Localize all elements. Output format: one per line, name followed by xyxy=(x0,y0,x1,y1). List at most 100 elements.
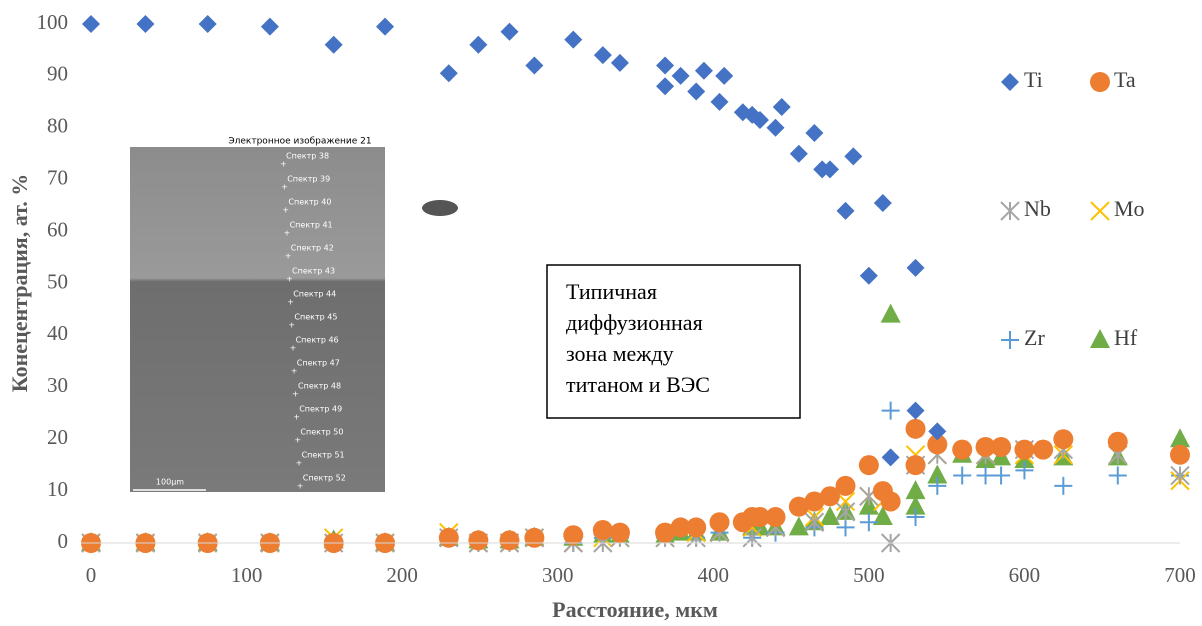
point xyxy=(928,476,947,495)
spectrum-label: Спектр 51 xyxy=(302,451,345,460)
point xyxy=(136,15,155,33)
point xyxy=(324,35,343,54)
y-tick-label: 60 xyxy=(47,217,68,241)
defect xyxy=(422,200,458,216)
spectrum-label: Спектр 52 xyxy=(303,474,346,483)
x-axis-title: Расстояние, мкм xyxy=(552,597,718,622)
spectrum-label: Спектр 45 xyxy=(294,313,337,322)
x-tick-label: 300 xyxy=(542,563,574,587)
y-tick-label: 90 xyxy=(47,62,68,86)
point xyxy=(881,448,900,467)
point xyxy=(766,118,785,137)
point xyxy=(694,61,713,80)
point xyxy=(873,194,892,213)
x-tick-label: 0 xyxy=(86,563,97,587)
spectrum-point: + xyxy=(285,252,292,261)
point xyxy=(952,439,973,460)
scale-label: 100µm xyxy=(156,478,184,487)
spectrum-label: Спектр 42 xyxy=(291,244,334,253)
point xyxy=(906,508,925,527)
legend-marker xyxy=(1090,72,1110,92)
point xyxy=(819,506,840,526)
plot-area xyxy=(81,15,1190,553)
point xyxy=(906,258,925,277)
spectrum-label: Спектр 41 xyxy=(290,221,333,230)
spectrum-label: Спектр 46 xyxy=(296,336,339,345)
point xyxy=(1170,465,1190,486)
x-tick-label: 200 xyxy=(386,563,418,587)
point xyxy=(686,517,707,538)
point xyxy=(872,506,893,526)
point xyxy=(670,517,691,538)
point xyxy=(524,527,545,548)
point xyxy=(992,466,1011,485)
y-tick-label: 40 xyxy=(47,321,68,345)
point xyxy=(858,455,879,476)
point xyxy=(609,522,630,543)
point xyxy=(671,66,690,85)
point xyxy=(835,475,856,496)
point xyxy=(927,464,948,484)
spectrum-label: Спектр 40 xyxy=(288,198,331,207)
legend-marker xyxy=(1090,201,1110,221)
point xyxy=(905,418,926,439)
spectrum-label: Спектр 50 xyxy=(300,428,343,437)
y-tick-label: 80 xyxy=(47,114,68,138)
legend-marker xyxy=(1001,331,1019,349)
inset-image: Электронное изображение 21 100µm Спектр … xyxy=(130,134,458,492)
point xyxy=(905,455,926,476)
point xyxy=(991,436,1012,457)
spectrum-label: Спектр 39 xyxy=(287,175,330,184)
point xyxy=(742,528,762,548)
spectrum-label: Спектр 44 xyxy=(293,290,336,299)
point xyxy=(881,401,900,420)
point xyxy=(804,512,825,532)
y-tick-label: 10 xyxy=(47,477,68,501)
point xyxy=(859,513,878,532)
point xyxy=(592,520,613,541)
point xyxy=(439,64,458,83)
spectrum-point: + xyxy=(293,413,300,422)
legend-label: Nb xyxy=(1024,196,1051,221)
spectrum-point: + xyxy=(287,298,294,307)
point xyxy=(260,17,279,36)
point xyxy=(1107,431,1128,452)
point xyxy=(198,15,217,33)
legend-label: Hf xyxy=(1114,325,1138,350)
point xyxy=(976,466,995,485)
legend-marker xyxy=(1090,329,1110,348)
point xyxy=(805,123,824,142)
spectrum-label: Спектр 49 xyxy=(299,405,342,414)
legend-marker xyxy=(1001,73,1019,91)
point xyxy=(906,401,925,420)
point xyxy=(82,15,100,33)
annotation-line: зона между xyxy=(566,341,674,366)
point xyxy=(715,66,734,85)
spectrum-point: + xyxy=(288,321,295,330)
point xyxy=(687,82,706,101)
spectrum-point: + xyxy=(296,459,303,468)
point xyxy=(469,35,488,54)
point xyxy=(975,436,996,457)
point xyxy=(1053,429,1074,450)
legend-label: Mo xyxy=(1114,196,1145,221)
spectrum-point: + xyxy=(284,229,291,238)
x-tick-label: 500 xyxy=(853,563,885,587)
annotation-line: титаном и ВЭС xyxy=(566,372,710,397)
y-tick-label: 0 xyxy=(58,529,69,553)
y-tick-label: 50 xyxy=(47,269,68,293)
point xyxy=(804,491,825,512)
point xyxy=(953,466,972,485)
y-tick-label: 30 xyxy=(47,373,68,397)
annotation-box xyxy=(546,264,801,419)
spectrum-label: Спектр 38 xyxy=(286,152,329,161)
point xyxy=(880,303,901,323)
point xyxy=(765,507,786,528)
point xyxy=(563,525,584,546)
spectrum-point: + xyxy=(281,183,288,192)
point xyxy=(564,30,583,49)
spectrum-point: + xyxy=(286,275,293,284)
annotation-line: Типичная xyxy=(566,279,657,304)
x-tick-label: 700 xyxy=(1164,563,1196,587)
inset-title: Электронное изображение 21 xyxy=(228,137,371,147)
